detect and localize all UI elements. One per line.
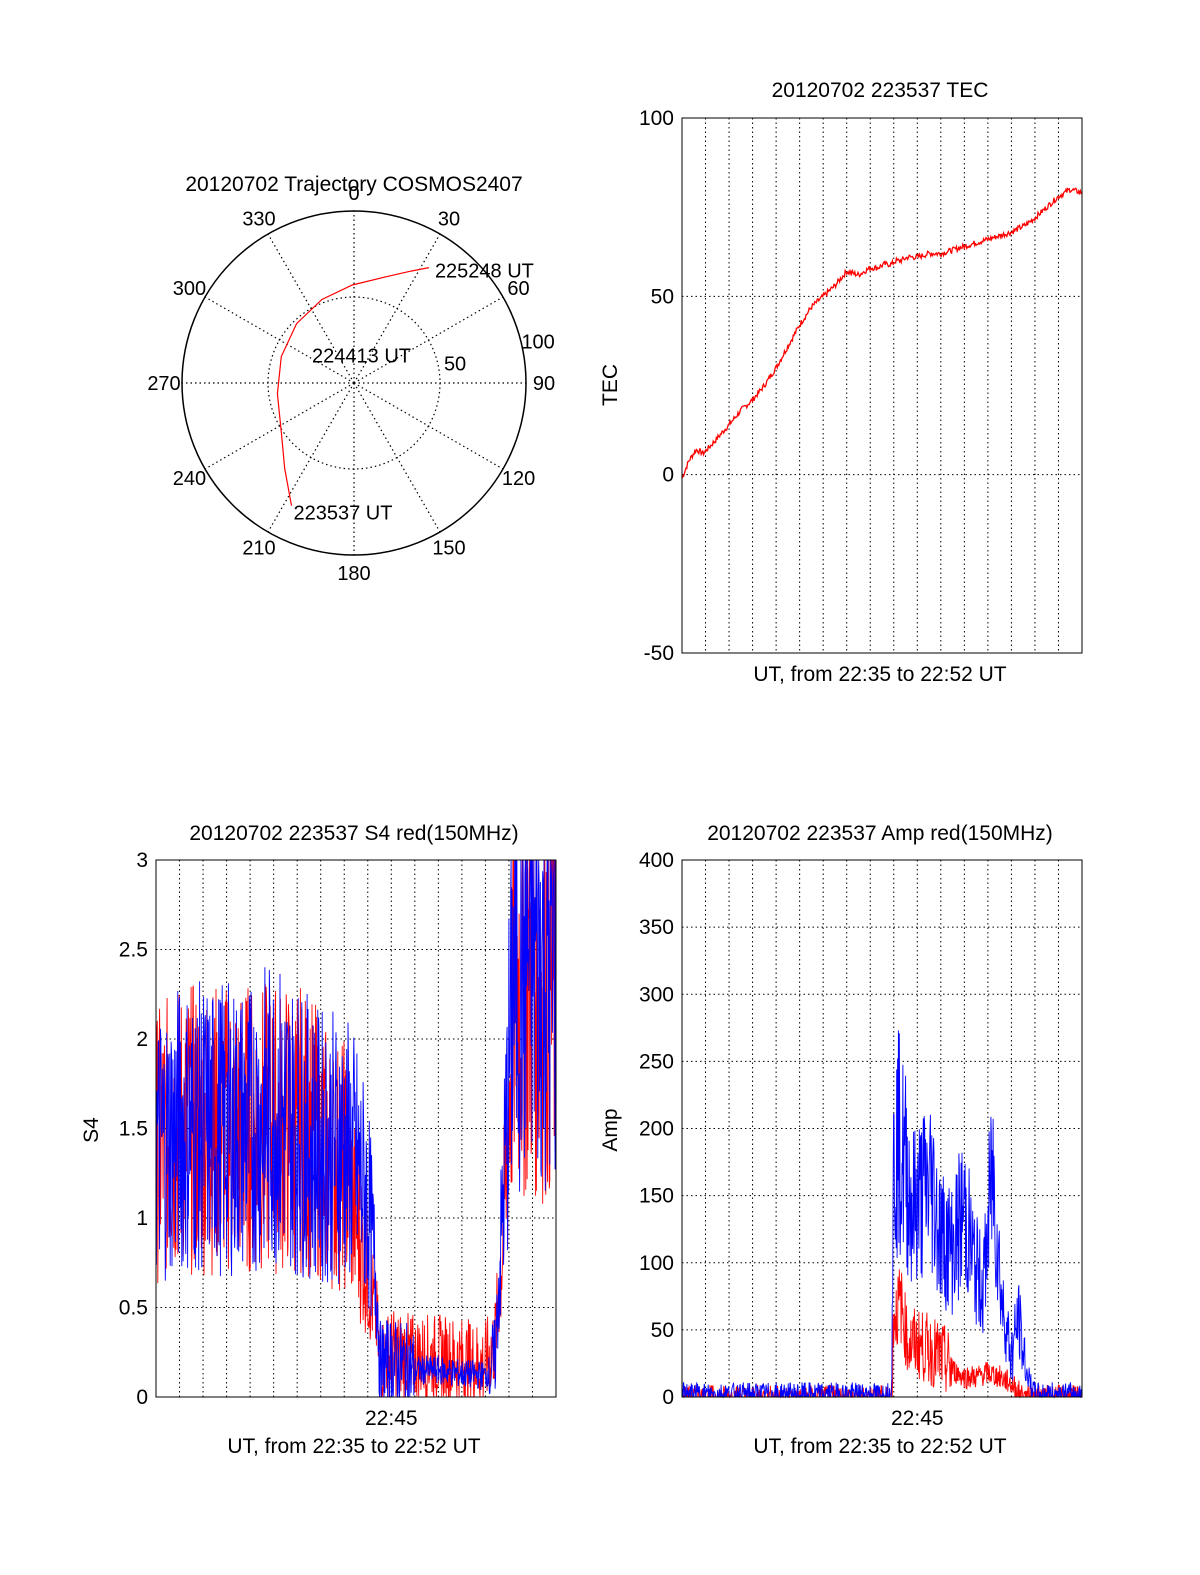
amp-series [681,1030,1083,1399]
azimuth-label: 300 [173,278,206,300]
polar-spoke [353,382,441,533]
amp-frame [681,859,1083,1398]
polar-spoke [204,296,355,384]
s4-xlabel: UT, from 22:35 to 22:52 UT [227,1435,480,1458]
y-tick-label: 0 [662,464,674,487]
polar-radial-labels: 50 100 [444,331,555,375]
tec-title: 20120702 223537 TEC [772,79,989,102]
polar-spoke [267,233,355,384]
polar-spoke [353,233,441,384]
y-tick-label: 1.5 [119,1118,148,1141]
tec-panel: 20120702 223537 TEC -50 0 50 100 UT, from 2… [599,79,1083,686]
azimuth-label: 0 [348,183,359,205]
tec-xlabel: UT, from 22:35 to 22:52 UT [753,663,1006,686]
azimuth-label: 180 [337,563,370,585]
amp-ylabel: Amp [599,1108,622,1151]
y-tick-label: 2 [136,1028,148,1051]
amp-xlabel: UT, from 22:35 to 22:52 UT [753,1435,1006,1458]
trajectory-time-label: 225248 UT [435,261,534,283]
azimuth-label: 120 [502,468,535,490]
polar-title: 20120702 Trajectory COSMOS2407 [185,173,522,196]
y-tick-label: 250 [639,1050,674,1073]
amp-panel: 20120702 223537 Amp red(150MHz) 0 50 100 15… [599,822,1083,1458]
tec-grid [682,118,1082,653]
y-tick-label: 400 [639,849,674,872]
s4-title: 20120702 223537 S4 red(150MHz) [189,822,518,845]
s4-x-tick-label: 22:45 [365,1407,418,1430]
azimuth-label: 60 [507,278,529,300]
series-line-red [155,859,557,1398]
tec-series-line [681,187,1083,479]
y-tick-label: 300 [639,983,674,1006]
s4-ylabel: S4 [80,1117,103,1143]
y-tick-label: -50 [644,642,674,665]
polar-trajectory-panel: 20120702 Trajectory COSMOS2407 0 30 60 90 12… [147,173,555,585]
s4-grid [156,860,556,1397]
trajectory-line [276,267,430,506]
trajectory-annotations: 225248 UT 224413 UT 223537 UT [294,261,534,525]
azimuth-label: 210 [242,538,275,560]
y-tick-label: 100 [639,107,674,130]
polar-spoke [353,382,504,470]
trajectory-time-label: 224413 UT [312,345,411,367]
series-line-blue [155,859,557,1399]
azimuth-label: 240 [173,468,206,490]
polar-grid [181,210,527,556]
y-tick-label: 50 [651,1319,674,1342]
tec-ylabel: TEC [599,364,622,406]
trajectory-time-label: 223537 UT [294,503,393,525]
y-tick-label: 150 [639,1185,674,1208]
amp-title: 20120702 223537 Amp red(150MHz) [707,822,1053,845]
y-tick-label: 100 [639,1252,674,1275]
amp-grid [682,860,1082,1397]
polar-spoke [204,382,355,470]
y-tick-label: 3 [136,849,148,872]
azimuth-label: 330 [242,208,275,230]
s4-series [155,859,557,1399]
y-tick-label: 0 [136,1386,148,1409]
s4-y-ticks: 0 0.5 1 1.5 2 2.5 3 [119,849,148,1409]
azimuth-label: 270 [147,373,180,395]
s4-frame [155,859,557,1398]
polar-azimuth-labels: 0 30 60 90 120 150 180 210 240 270 300 330 [147,183,555,585]
polar-spoke [267,382,355,533]
amp-y-ticks: 0 50 100 150 200 250 300 350 400 [639,849,674,1409]
amp-x-tick-label: 22:45 [891,1407,944,1430]
tec-y-ticks: -50 0 50 100 [639,107,674,665]
y-tick-label: 0 [662,1386,674,1409]
azimuth-label: 150 [432,538,465,560]
y-tick-label: 0.5 [119,1297,148,1320]
y-tick-label: 50 [651,285,674,308]
y-tick-label: 350 [639,916,674,939]
azimuth-label: 30 [438,208,460,230]
y-tick-label: 200 [639,1118,674,1141]
y-tick-label: 1 [136,1207,148,1230]
series-line-blue [681,1030,1083,1399]
polar-spoke [353,296,504,384]
azimuth-label: 90 [533,373,555,395]
y-tick-label: 2.5 [119,939,148,962]
s4-panel: 20120702 223537 S4 red(150MHz) 0 0.5 1 1.5 2… [80,822,557,1458]
tec-frame [681,117,1083,654]
radial-label: 50 [444,354,466,376]
radial-label: 100 [521,331,554,353]
